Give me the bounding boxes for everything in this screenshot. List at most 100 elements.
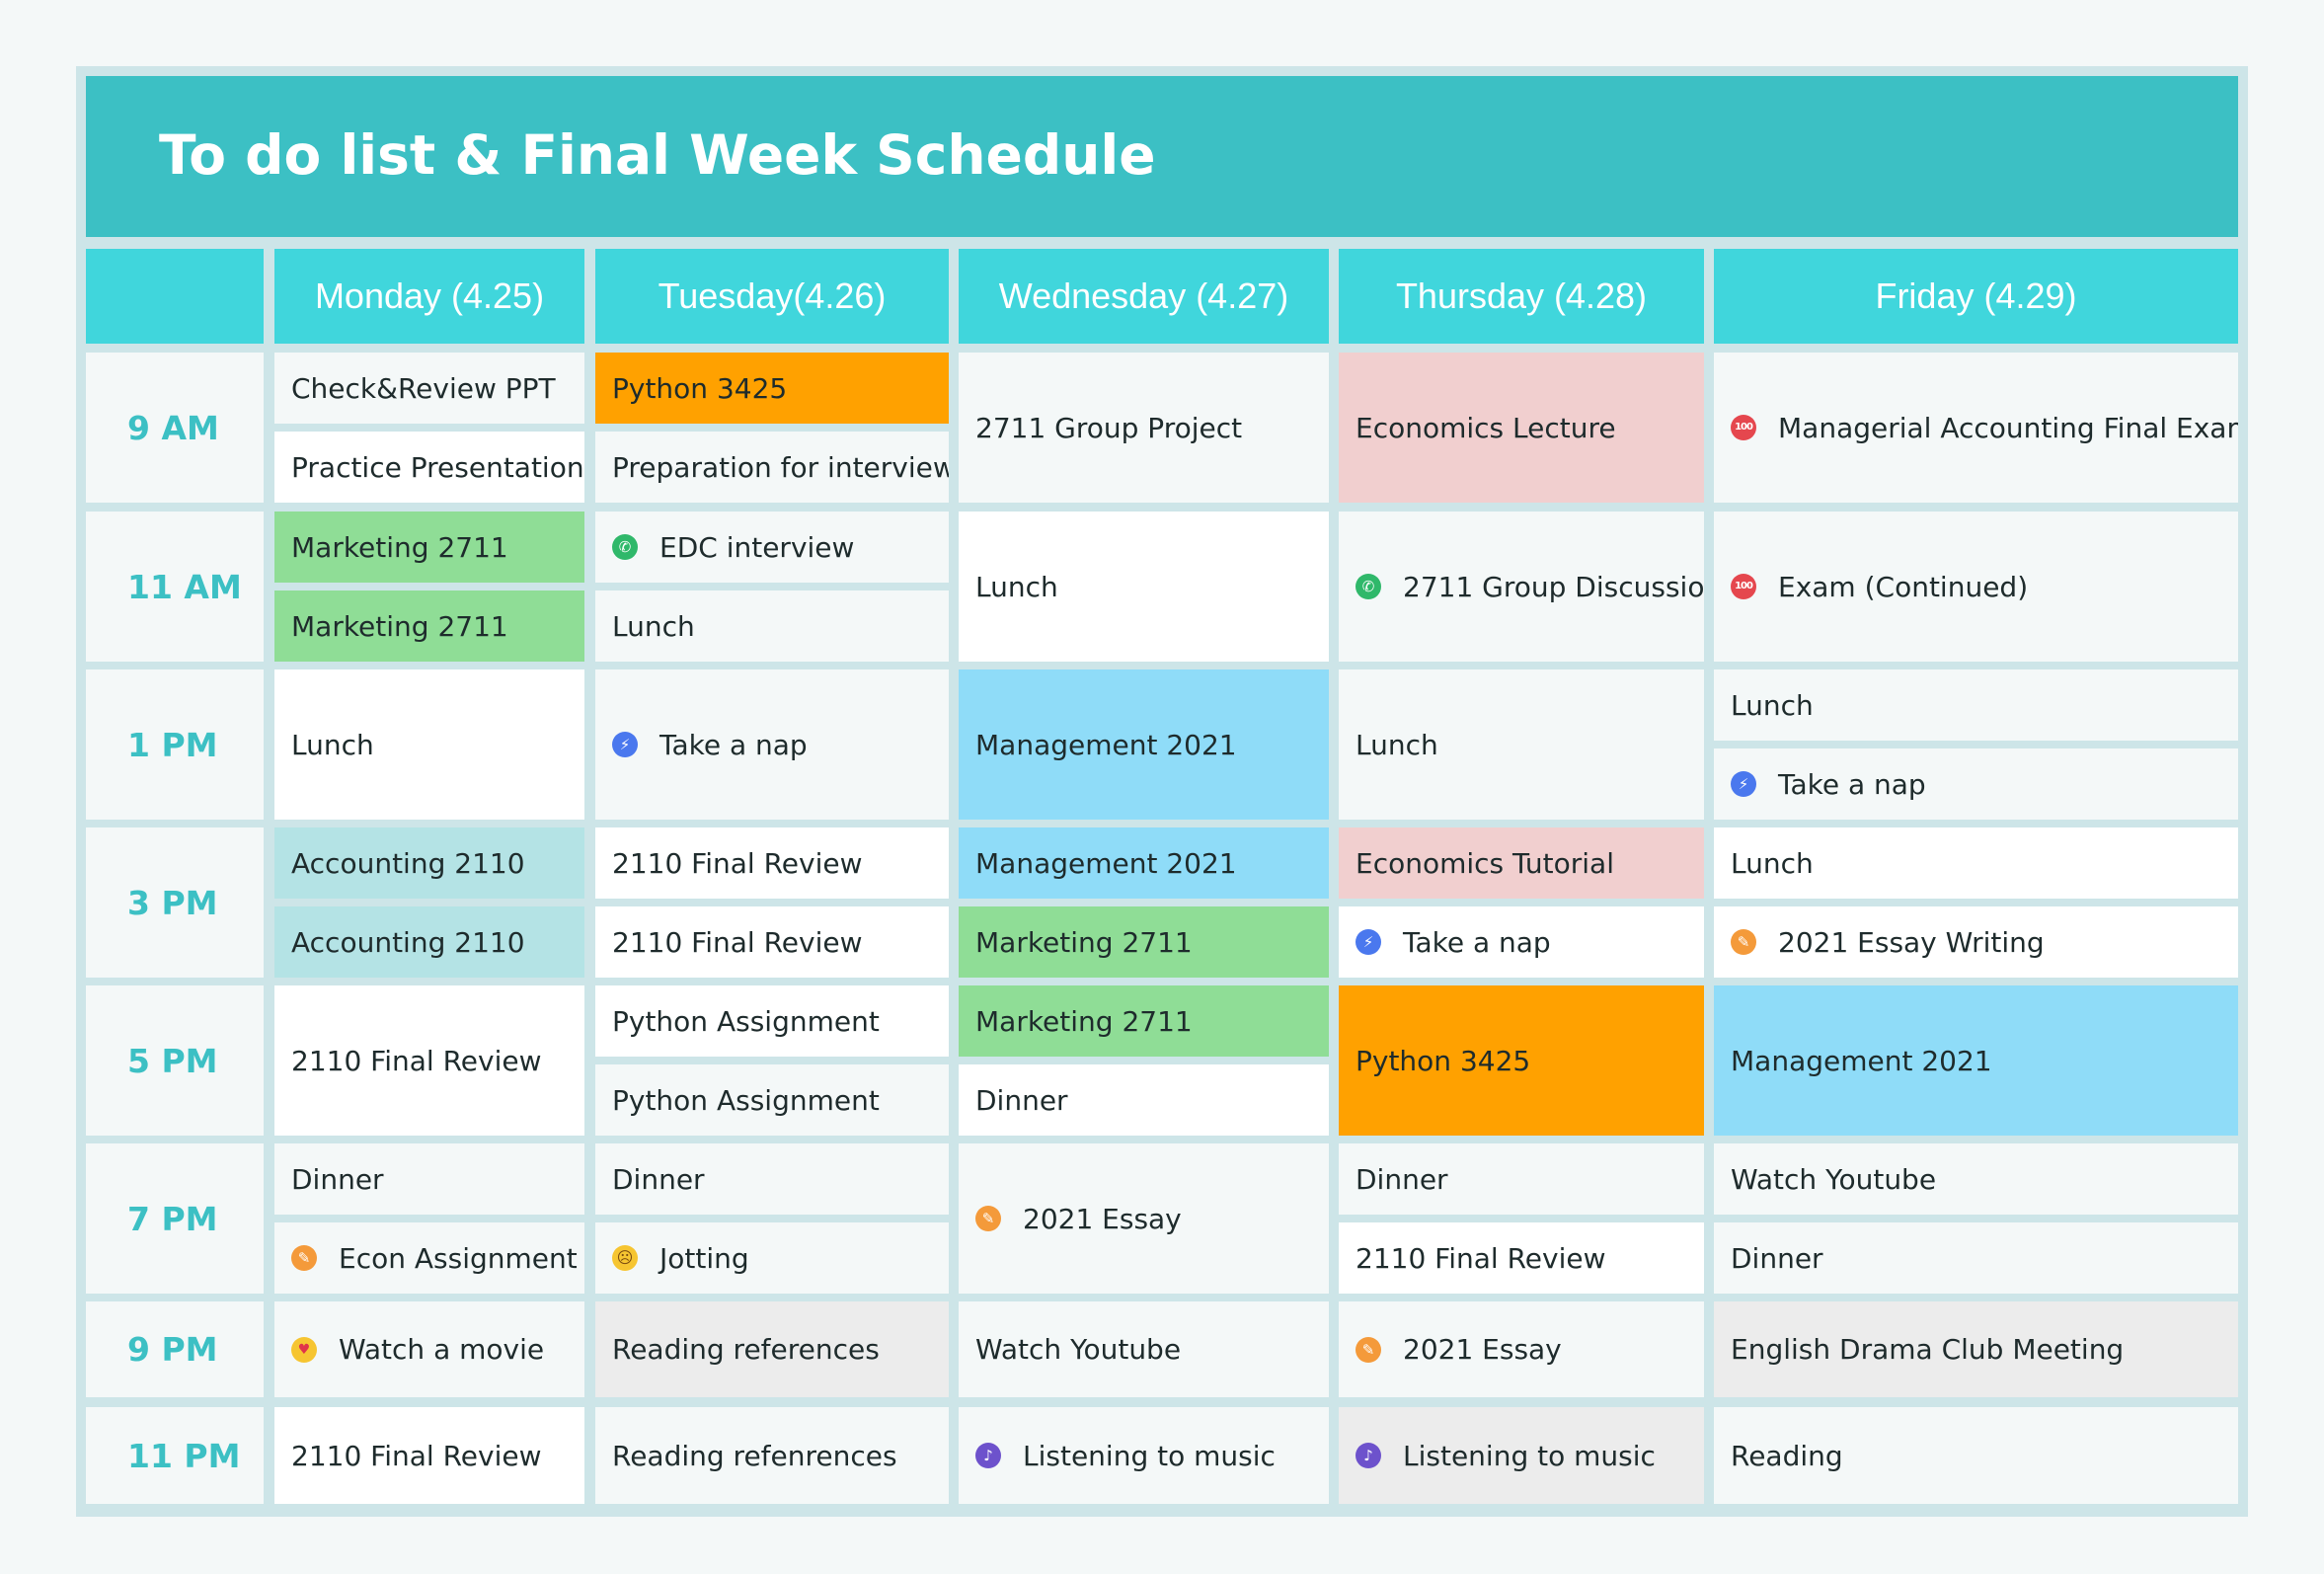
task-label: Economics Tutorial — [1356, 846, 1614, 880]
task-cell[interactable]: ♪ Listening to music — [1339, 1407, 1704, 1504]
task-cell[interactable]: 100 Exam (Continued) — [1714, 512, 2238, 662]
task-cell[interactable]: 2110 Final Review — [274, 985, 584, 1136]
task-label: Reading refenrences — [612, 1439, 897, 1472]
time-label: 9 AM — [86, 353, 264, 503]
task-label: Python Assignment — [612, 1004, 880, 1038]
task-cell[interactable]: Watch Youtube — [1714, 1143, 2238, 1215]
task-cell[interactable]: 2110 Final Review — [274, 1407, 584, 1504]
task-cell[interactable]: Management 2021 — [1714, 985, 2238, 1136]
task-cell[interactable]: 2110 Final Review — [595, 906, 949, 978]
task-cell[interactable]: Python 3425 — [1339, 985, 1704, 1136]
day-header: Friday (4.29) — [1714, 249, 2238, 344]
hundred-points-icon: 100 — [1731, 574, 1756, 599]
task-cell[interactable]: Management 2021 — [959, 827, 1329, 899]
pencil-icon: ✎ — [975, 1206, 1001, 1231]
task-cell[interactable]: Dinner — [274, 1143, 584, 1215]
task-cell[interactable]: Marketing 2711 — [959, 985, 1329, 1057]
task-cell[interactable]: ♥ Watch a movie — [274, 1301, 584, 1397]
task-cell[interactable]: Dinner — [959, 1064, 1329, 1136]
task-cell[interactable]: Watch Youtube — [959, 1301, 1329, 1397]
task-cell[interactable]: ✆ EDC interview — [595, 512, 949, 583]
task-label: Jotting — [659, 1241, 749, 1275]
task-cell[interactable]: Management 2021 — [959, 669, 1329, 820]
task-label: Take a nap — [1403, 925, 1551, 959]
task-label: Watch Youtube — [975, 1333, 1182, 1366]
task-cell[interactable]: Check&Review PPT — [274, 353, 584, 424]
lightning-icon: ⚡ — [1356, 929, 1381, 955]
task-cell[interactable]: Marketing 2711 — [959, 906, 1329, 978]
task-cell[interactable]: Reading references — [595, 1301, 949, 1397]
task-label: Exam (Continued) — [1778, 570, 2029, 603]
task-cell[interactable]: Dinner — [1714, 1222, 2238, 1294]
day-header: Tuesday(4.26) — [595, 249, 949, 344]
task-cell[interactable]: Marketing 2711 — [274, 590, 584, 662]
task-label: Listening to music — [1023, 1439, 1276, 1472]
task-cell[interactable]: Reading — [1714, 1407, 2238, 1504]
phone-icon: ✆ — [1356, 574, 1381, 599]
task-cell[interactable]: ✎ 2021 Essay — [959, 1143, 1329, 1294]
task-label: Python Assignment — [612, 1083, 880, 1117]
task-cell[interactable]: ⚡ Take a nap — [1339, 906, 1704, 978]
task-cell[interactable]: ☹ Jotting — [595, 1222, 949, 1294]
task-cell[interactable]: Lunch — [595, 590, 949, 662]
task-label: 2711 Group Project — [975, 411, 1243, 444]
task-cell[interactable]: Python Assignment — [595, 985, 949, 1057]
task-label: 2021 Essay Writing — [1778, 925, 2045, 959]
task-cell[interactable]: ✎ 2021 Essay Writing — [1714, 906, 2238, 978]
time-label: 1 PM — [86, 669, 264, 820]
task-label: Econ Assignment — [339, 1241, 578, 1275]
task-cell[interactable]: Practice Presentation — [274, 432, 584, 503]
task-label: 2110 Final Review — [1356, 1241, 1606, 1275]
task-cell[interactable]: Dinner — [1339, 1143, 1704, 1215]
task-label: 2021 Essay — [1023, 1202, 1182, 1235]
task-cell[interactable]: Python 3425 — [595, 353, 949, 424]
task-label: Watch a movie — [339, 1333, 545, 1366]
task-label: Economics Lecture — [1356, 411, 1616, 444]
task-cell[interactable]: 100 Managerial Accounting Final Exam — [1714, 353, 2238, 503]
time-label: 7 PM — [86, 1143, 264, 1294]
task-label: Lunch — [612, 609, 695, 643]
task-cell[interactable]: ♪ Listening to music — [959, 1407, 1329, 1504]
task-label: Managerial Accounting Final Exam — [1778, 411, 2238, 444]
task-cell[interactable]: Lunch — [1339, 669, 1704, 820]
task-label: Take a nap — [659, 728, 808, 761]
title-bar: To do list & Final Week Schedule — [86, 76, 2238, 237]
task-cell[interactable]: Accounting 2110 — [274, 906, 584, 978]
task-label: Management 2021 — [975, 846, 1237, 880]
task-cell[interactable]: Lunch — [274, 669, 584, 820]
task-cell[interactable]: ⚡ Take a nap — [595, 669, 949, 820]
task-cell[interactable]: 2110 Final Review — [595, 827, 949, 899]
task-cell[interactable]: Dinner — [595, 1143, 949, 1215]
task-cell[interactable]: Lunch — [1714, 669, 2238, 741]
task-label: Listening to music — [1403, 1439, 1656, 1472]
task-label: Lunch — [975, 570, 1058, 603]
task-label: 2110 Final Review — [612, 925, 863, 959]
task-label: Take a nap — [1778, 767, 1926, 801]
task-cell[interactable]: Lunch — [1714, 827, 2238, 899]
frowning-face-icon: ☹ — [612, 1245, 638, 1271]
task-label: Python 3425 — [1356, 1044, 1531, 1077]
task-cell[interactable]: Preparation for interview — [595, 432, 949, 503]
task-cell[interactable]: Economics Tutorial — [1339, 827, 1704, 899]
task-cell[interactable]: 2110 Final Review — [1339, 1222, 1704, 1294]
time-label: 11 AM — [86, 512, 264, 662]
task-cell[interactable]: English Drama Club Meeting — [1714, 1301, 2238, 1397]
task-label: Lunch — [1731, 688, 1814, 722]
task-cell[interactable]: ⚡ Take a nap — [1714, 748, 2238, 820]
task-cell[interactable]: 2711 Group Project — [959, 353, 1329, 503]
task-label: Dinner — [975, 1083, 1068, 1117]
task-cell[interactable]: Accounting 2110 — [274, 827, 584, 899]
task-cell[interactable]: Reading refenrences — [595, 1407, 949, 1504]
task-label: EDC interview — [659, 530, 855, 564]
task-cell[interactable]: ✎ 2021 Essay — [1339, 1301, 1704, 1397]
task-cell[interactable]: Lunch — [959, 512, 1329, 662]
task-cell[interactable]: ✎ Econ Assignment — [274, 1222, 584, 1294]
task-cell[interactable]: ✆ 2711 Group Discussion — [1339, 512, 1704, 662]
task-label: Reading references — [612, 1333, 880, 1366]
task-cell[interactable]: Python Assignment — [595, 1064, 949, 1136]
header-corner — [86, 249, 264, 344]
hundred-points-icon: 100 — [1731, 415, 1756, 440]
task-cell[interactable]: Marketing 2711 — [274, 512, 584, 583]
task-cell[interactable]: Economics Lecture — [1339, 353, 1704, 503]
task-label: Accounting 2110 — [291, 846, 525, 880]
